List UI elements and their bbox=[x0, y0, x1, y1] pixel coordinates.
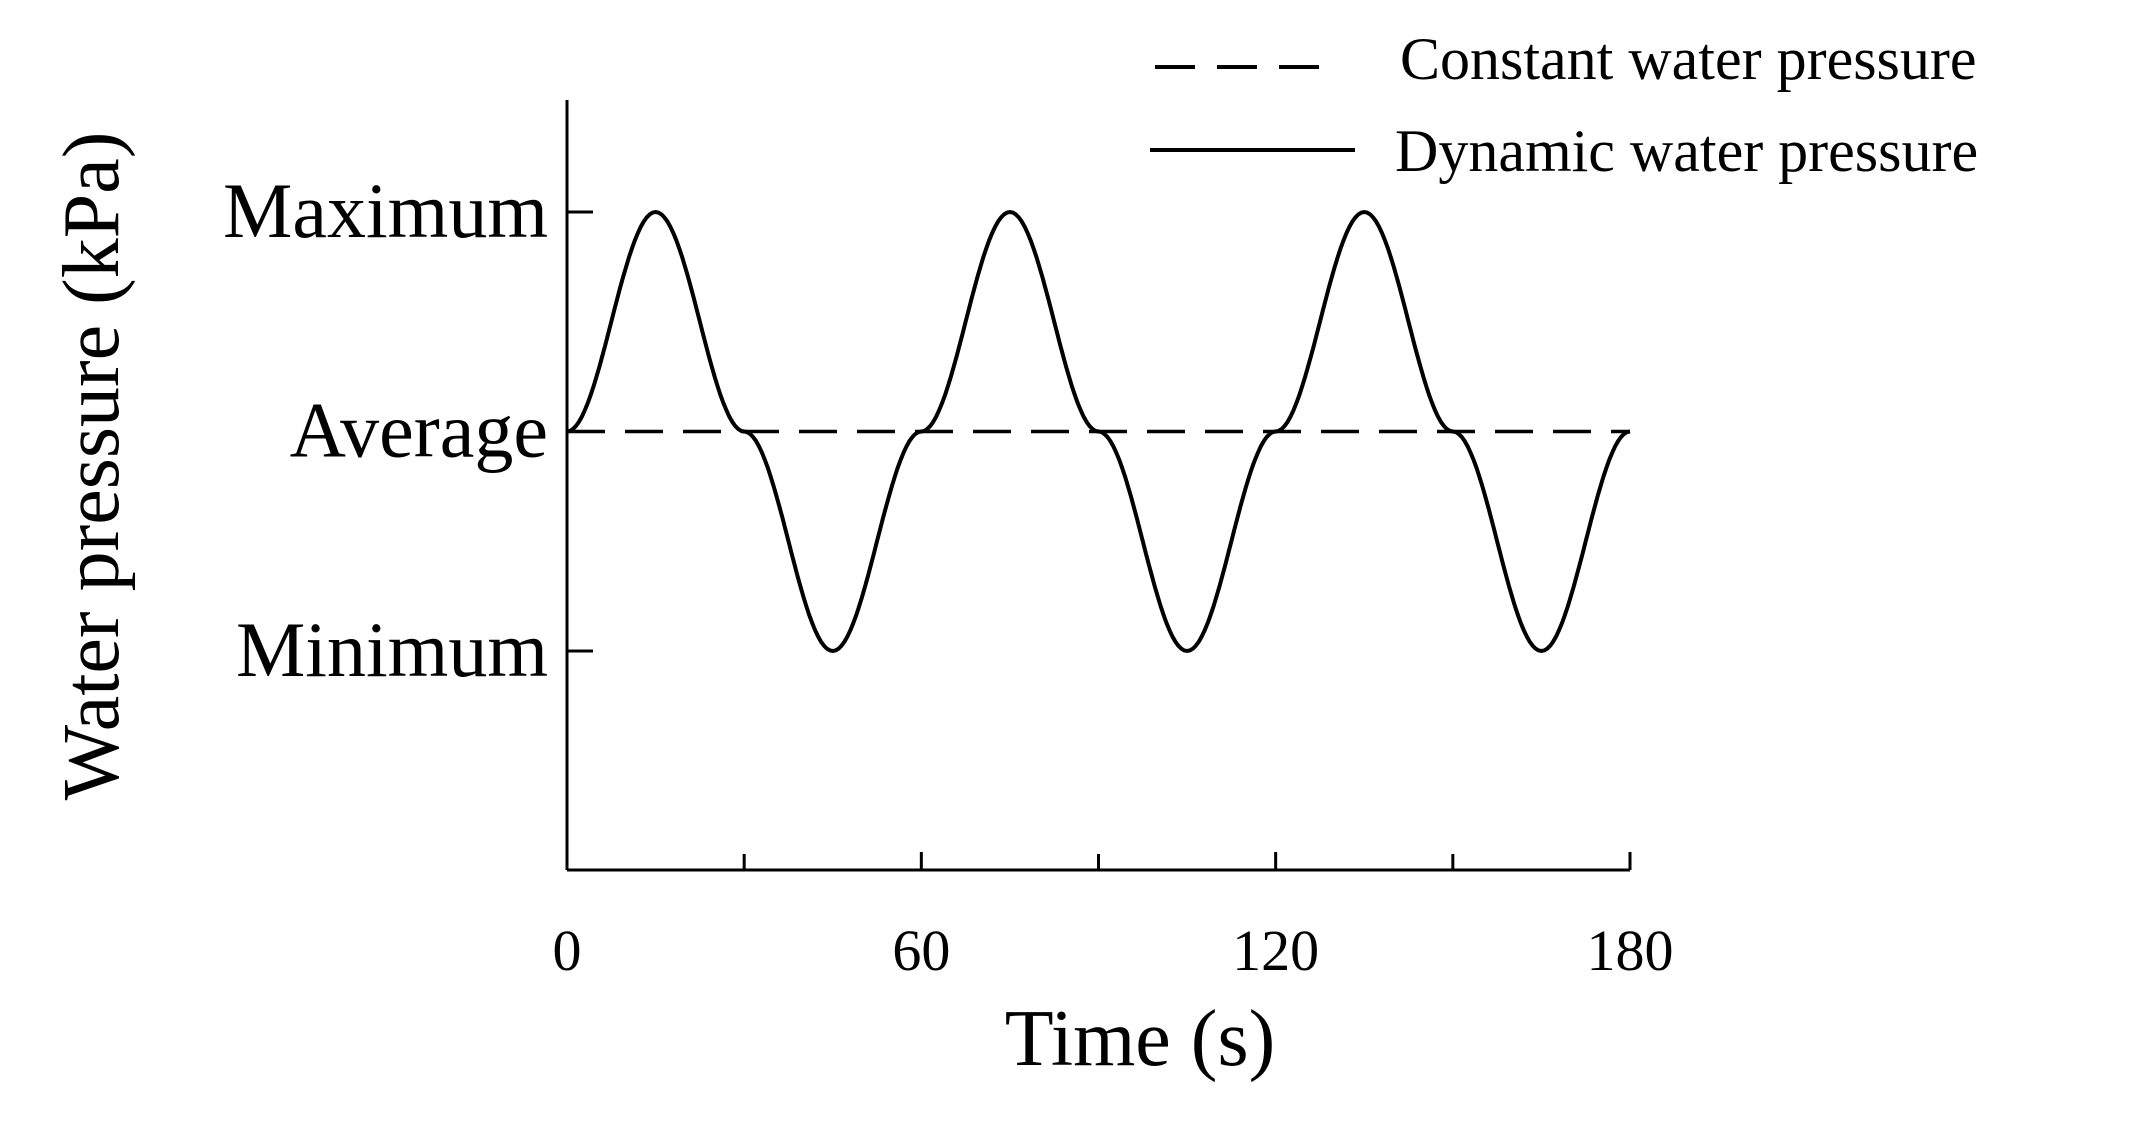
x-tick-label: 60 bbox=[892, 918, 950, 983]
y-ticks: Maximum Average Minimum bbox=[223, 167, 593, 693]
legend-label-dynamic: Dynamic water pressure bbox=[1395, 118, 1978, 184]
y-axis-label: Water pressure (kPa) bbox=[48, 132, 136, 801]
y-tick-label: Maximum bbox=[223, 167, 548, 254]
plot-area: 0 60 120 180 Maximum Average Minimum bbox=[223, 100, 1674, 983]
y-tick-label: Average bbox=[290, 387, 548, 474]
x-ticks: 0 60 120 180 bbox=[553, 852, 1674, 983]
x-tick-label: 120 bbox=[1232, 918, 1319, 983]
x-tick-label: 180 bbox=[1587, 918, 1674, 983]
x-axis-label: Time (s) bbox=[1005, 995, 1275, 1083]
series-layer bbox=[566, 209, 1631, 654]
y-tick-label: Minimum bbox=[236, 606, 548, 693]
series-line-dynamic bbox=[566, 209, 1631, 654]
x-tick-label: 0 bbox=[553, 918, 582, 983]
legend-label-constant: Constant water pressure bbox=[1400, 26, 1977, 92]
legend: Constant water pressure Dynamic water pr… bbox=[1150, 26, 1978, 184]
